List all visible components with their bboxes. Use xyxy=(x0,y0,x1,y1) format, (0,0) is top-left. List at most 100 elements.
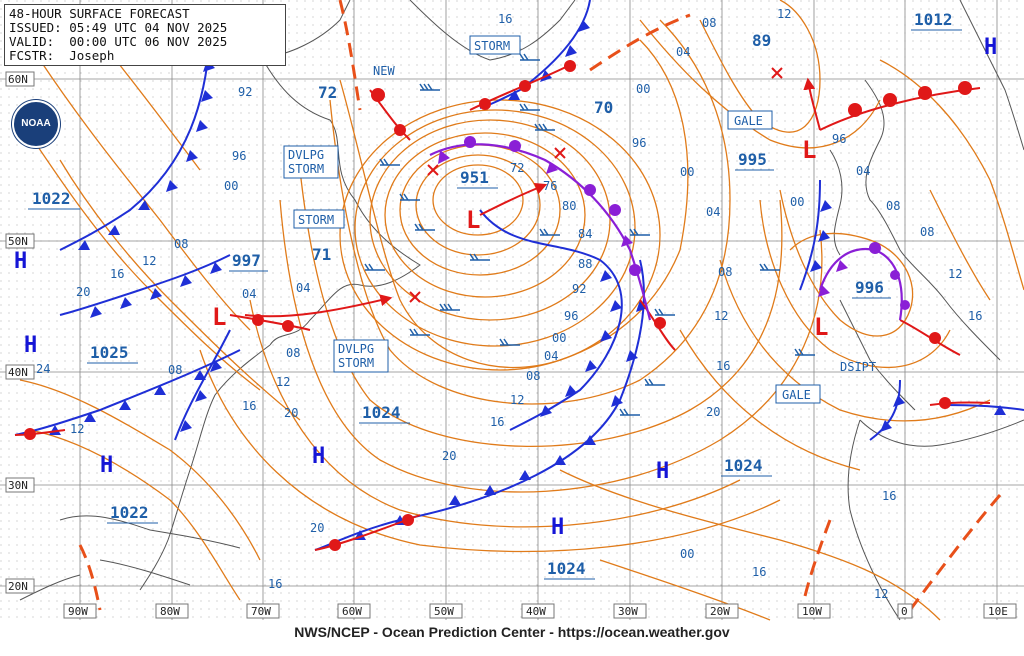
svg-text:80W: 80W xyxy=(160,605,180,618)
svg-text:12: 12 xyxy=(142,254,156,268)
svg-text:04: 04 xyxy=(706,205,720,219)
warning-gale-2: GALE xyxy=(782,388,811,402)
svg-text:L: L xyxy=(212,303,226,331)
svg-text:08: 08 xyxy=(526,369,540,383)
svg-text:08: 08 xyxy=(702,16,716,30)
svg-text:H: H xyxy=(656,459,669,484)
svg-text:40W: 40W xyxy=(526,605,546,618)
svg-text:20: 20 xyxy=(442,449,456,463)
coastlines xyxy=(19,0,1024,621)
svg-text:H: H xyxy=(24,333,37,358)
svg-text:20N: 20N xyxy=(8,580,28,593)
svg-text:96: 96 xyxy=(564,309,578,323)
isobars xyxy=(19,0,1024,621)
svg-text:16: 16 xyxy=(242,399,256,413)
svg-text:96: 96 xyxy=(232,149,246,163)
svg-text:H: H xyxy=(984,35,997,60)
svg-text:L: L xyxy=(802,136,816,164)
svg-text:H: H xyxy=(14,249,27,274)
svg-text:04: 04 xyxy=(544,349,558,363)
header-title: 48-HOUR SURFACE FORECAST xyxy=(9,6,190,21)
svg-text:04: 04 xyxy=(856,164,870,178)
cold-front-barbs xyxy=(49,20,1006,540)
svg-text:08: 08 xyxy=(920,225,934,239)
svg-text:50W: 50W xyxy=(434,605,454,618)
occluded-symbols xyxy=(438,136,910,310)
svg-text:12: 12 xyxy=(874,587,888,601)
low-997-value: 997 xyxy=(232,251,261,270)
footer-credit: NWS/NCEP - Ocean Prediction Center - htt… xyxy=(294,624,730,640)
svg-text:70W: 70W xyxy=(251,605,271,618)
svg-text:20: 20 xyxy=(706,405,720,419)
warning-dvlpg-1-line2: STORM xyxy=(288,162,324,176)
svg-text:12: 12 xyxy=(510,393,524,407)
svg-text:10W: 10W xyxy=(802,605,822,618)
high-1022b-value: 1022 xyxy=(110,503,149,522)
svg-text:H: H xyxy=(312,444,325,469)
high-1012-value: 1012 xyxy=(914,10,953,29)
warning-dvlpg-2: DVLPG xyxy=(338,342,374,356)
svg-text:08: 08 xyxy=(174,237,188,251)
svg-text:30N: 30N xyxy=(8,479,28,492)
warning-new: NEW xyxy=(373,64,395,78)
header-forecaster: FCSTR: Joseph xyxy=(9,48,115,63)
lon-labels: 90W 80W 70W 60W 50W 40W 30W 20W 10W 0 10… xyxy=(63,603,1017,619)
svg-text:12: 12 xyxy=(777,7,791,21)
svg-text:12: 12 xyxy=(276,375,290,389)
svg-text:16: 16 xyxy=(752,565,766,579)
svg-text:72: 72 xyxy=(510,161,524,175)
header-issued: ISSUED: 05:49 UTC 04 NOV 2025 xyxy=(9,20,228,35)
svg-text:12: 12 xyxy=(948,267,962,281)
pressure-underlines xyxy=(28,29,962,580)
svg-text:H: H xyxy=(551,515,564,540)
svg-text:12: 12 xyxy=(714,309,728,323)
svg-text:08: 08 xyxy=(168,363,182,377)
high-1025-value: 1025 xyxy=(90,343,129,362)
svg-text:16: 16 xyxy=(268,577,282,591)
svg-text:20: 20 xyxy=(284,406,298,420)
trough-lines xyxy=(78,0,1002,621)
svg-text:20: 20 xyxy=(76,285,90,299)
svg-text:16: 16 xyxy=(716,359,730,373)
noaa-logo: NOAA xyxy=(12,100,60,148)
storm-tracks xyxy=(244,77,821,318)
warning-gale-1: GALE xyxy=(734,114,763,128)
svg-text:L: L xyxy=(466,206,480,234)
svg-text:89: 89 xyxy=(752,31,771,50)
warning-storm-1: STORM xyxy=(474,39,510,53)
svg-text:L: L xyxy=(814,313,828,341)
svg-text:60W: 60W xyxy=(342,605,362,618)
svg-text:60N: 60N xyxy=(8,73,28,86)
header-valid: VALID: 00:00 UTC 06 NOV 2025 xyxy=(9,34,228,49)
svg-text:00: 00 xyxy=(680,547,694,561)
low-995-value: 995 xyxy=(738,150,767,169)
svg-text:12: 12 xyxy=(70,422,84,436)
pressure-values: 951 997 995 996 1022 1025 1022 1024 1024… xyxy=(32,10,953,578)
svg-text:96: 96 xyxy=(632,136,646,150)
forecast-positions xyxy=(409,67,783,303)
svg-text:16: 16 xyxy=(968,309,982,323)
svg-text:00: 00 xyxy=(552,331,566,345)
pressure-center-symbols: L L L L H H H H H H H xyxy=(14,35,997,540)
high-1024a-value: 1024 xyxy=(362,403,401,422)
warning-dsipt: DSIPT xyxy=(840,360,876,374)
svg-text:76: 76 xyxy=(543,179,557,193)
warning-boxes: STORM DVLPG STORM DVLPG GALE GALE NEW DS… xyxy=(283,35,876,404)
svg-text:50N: 50N xyxy=(8,235,28,248)
svg-text:90W: 90W xyxy=(68,605,88,618)
svg-text:71: 71 xyxy=(312,245,331,264)
warning-dvlpg-1: DVLPG xyxy=(288,148,324,162)
svg-text:20: 20 xyxy=(310,521,324,535)
forecast-header: 48-HOUR SURFACE FORECAST ISSUED: 05:49 UT… xyxy=(4,4,286,66)
svg-text:10E: 10E xyxy=(988,605,1008,618)
svg-text:08: 08 xyxy=(886,199,900,213)
svg-text:20W: 20W xyxy=(710,605,730,618)
warm-front-bumps xyxy=(24,60,972,551)
cold-fronts xyxy=(14,0,1024,551)
svg-text:00: 00 xyxy=(636,82,650,96)
svg-text:88: 88 xyxy=(578,257,592,271)
high-1024c-value: 1024 xyxy=(724,456,763,475)
svg-text:00: 00 xyxy=(680,165,694,179)
svg-text:92: 92 xyxy=(572,282,586,296)
